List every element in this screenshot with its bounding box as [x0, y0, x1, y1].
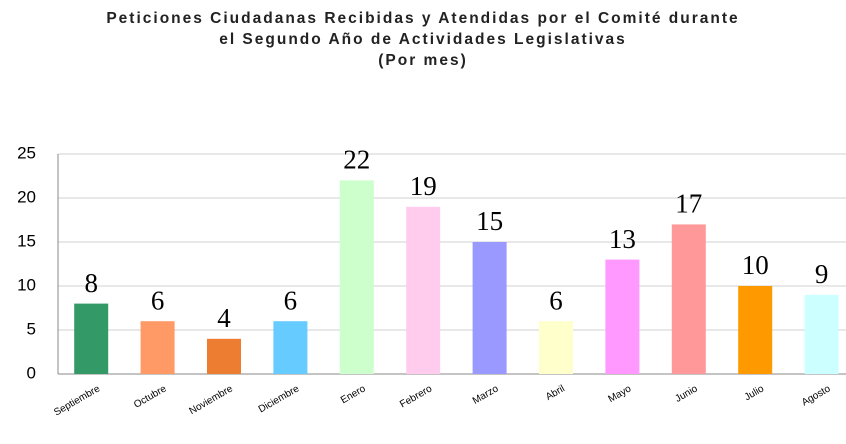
bar	[671, 224, 706, 374]
x-tick-label: Marzo	[471, 383, 501, 407]
bar	[406, 206, 441, 374]
title-block: Peticiones Ciudadanas Recibidas y Atendi…	[98, 8, 748, 71]
y-tick-label: 10	[17, 275, 36, 294]
x-tick-label: Diciembre	[257, 383, 302, 415]
y-tick-label: 5	[27, 319, 36, 338]
x-tick-label: Octubre	[132, 383, 169, 411]
x-tick-label: Enero	[339, 383, 368, 406]
x-tick-label: Noviembre	[187, 383, 235, 417]
data-label: 6	[284, 285, 298, 315]
y-tick-label: 25	[17, 143, 36, 162]
data-label: 9	[815, 259, 829, 289]
data-label: 22	[343, 145, 370, 175]
data-label: 8	[84, 268, 98, 298]
x-tick-label: Agosto	[800, 383, 833, 408]
x-tick-label: Abril	[544, 383, 567, 403]
data-label: 19	[410, 171, 437, 201]
bar	[472, 242, 507, 374]
data-label: 6	[151, 285, 165, 315]
bar	[74, 303, 109, 374]
x-tick-label: Junio	[673, 383, 700, 405]
x-tick-label: Mayo	[607, 383, 634, 405]
bar	[273, 321, 308, 374]
data-label: 13	[609, 224, 636, 254]
bar	[539, 321, 573, 374]
chart-subtitle: (Por mes)	[378, 52, 468, 69]
data-label: 15	[476, 206, 503, 236]
bar	[605, 259, 640, 374]
chart-title: Peticiones Ciudadanas Recibidas y Atendi…	[106, 10, 740, 48]
data-label: 4	[217, 303, 231, 333]
data-label: 6	[549, 285, 563, 315]
bar	[140, 321, 175, 374]
data-label: 10	[742, 250, 769, 280]
bar	[207, 338, 241, 374]
x-tick-label: Febrero	[398, 383, 434, 410]
y-tick-label: 20	[17, 187, 36, 206]
bar	[339, 180, 374, 374]
x-tick-label: Julio	[743, 383, 767, 403]
bar	[738, 286, 773, 374]
x-tick-label: Septiembre	[52, 383, 102, 418]
y-tick-label: 15	[17, 231, 36, 250]
y-tick-label: 0	[27, 363, 36, 382]
bar	[804, 294, 839, 374]
data-label: 17	[675, 189, 702, 219]
